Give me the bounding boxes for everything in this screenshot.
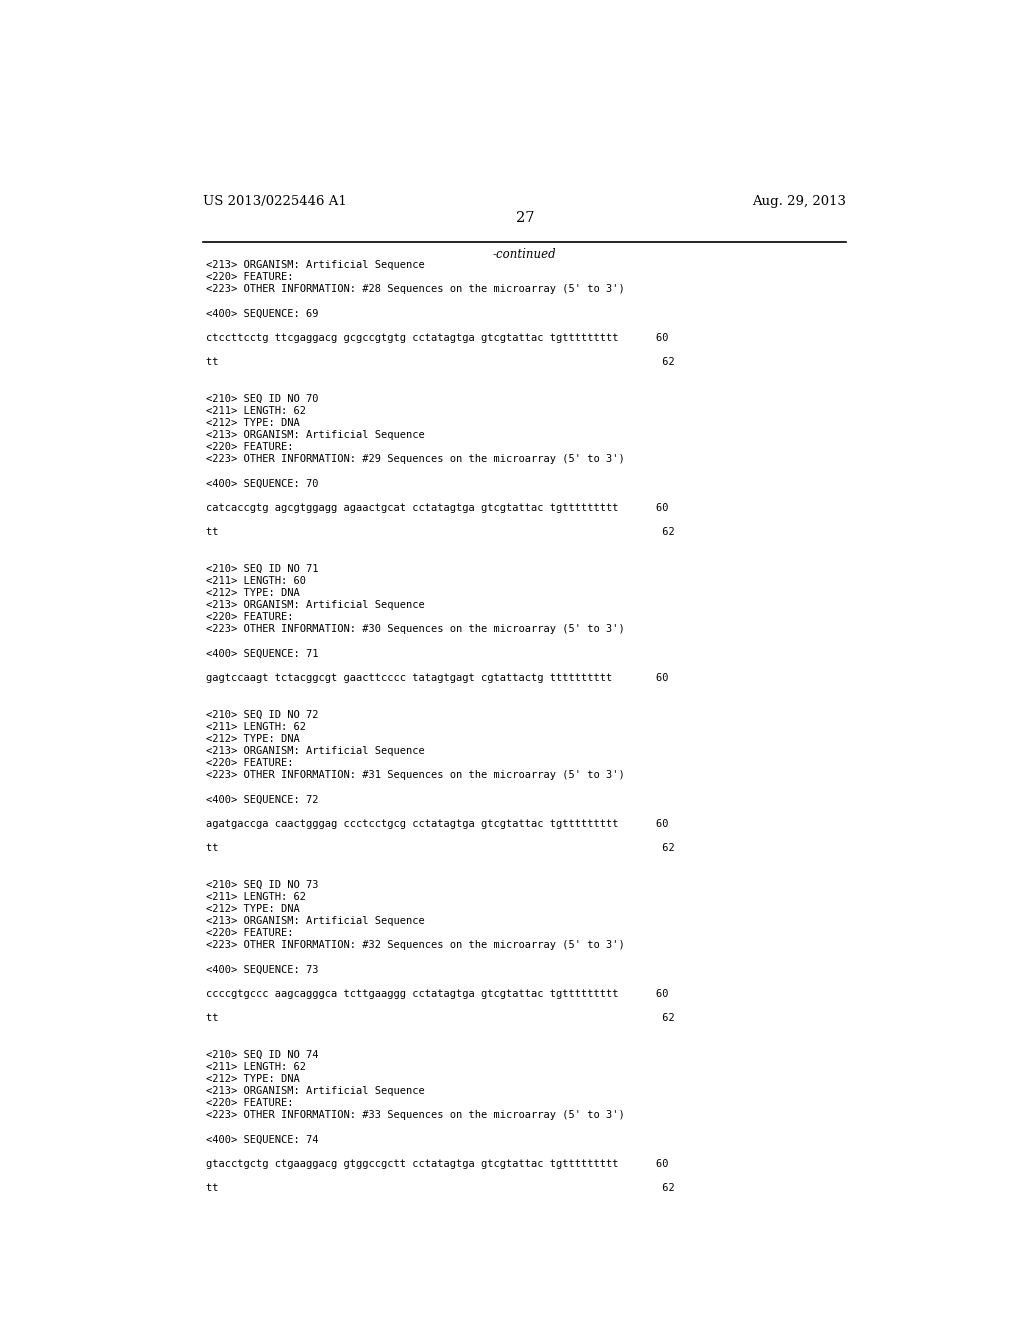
Text: <213> ORGANISM: Artificial Sequence: <213> ORGANISM: Artificial Sequence xyxy=(206,1086,425,1096)
Text: <213> ORGANISM: Artificial Sequence: <213> ORGANISM: Artificial Sequence xyxy=(206,430,425,440)
Text: <220> FEATURE:: <220> FEATURE: xyxy=(206,758,293,768)
Text: 27: 27 xyxy=(515,211,535,226)
Text: <223> OTHER INFORMATION: #32 Sequences on the microarray (5' to 3'): <223> OTHER INFORMATION: #32 Sequences o… xyxy=(206,940,625,950)
Text: <220> FEATURE:: <220> FEATURE: xyxy=(206,442,293,453)
Text: <210> SEQ ID NO 73: <210> SEQ ID NO 73 xyxy=(206,879,318,890)
Text: <223> OTHER INFORMATION: #31 Sequences on the microarray (5' to 3'): <223> OTHER INFORMATION: #31 Sequences o… xyxy=(206,770,625,780)
Text: tt                                                                       62: tt 62 xyxy=(206,1183,675,1193)
Text: tt                                                                       62: tt 62 xyxy=(206,358,675,367)
Text: <211> LENGTH: 60: <211> LENGTH: 60 xyxy=(206,576,306,586)
Text: <223> OTHER INFORMATION: #30 Sequences on the microarray (5' to 3'): <223> OTHER INFORMATION: #30 Sequences o… xyxy=(206,624,625,635)
Text: <220> FEATURE:: <220> FEATURE: xyxy=(206,612,293,622)
Text: <400> SEQUENCE: 74: <400> SEQUENCE: 74 xyxy=(206,1135,318,1144)
Text: <220> FEATURE:: <220> FEATURE: xyxy=(206,272,293,282)
Text: <212> TYPE: DNA: <212> TYPE: DNA xyxy=(206,587,300,598)
Text: -continued: -continued xyxy=(493,248,557,261)
Text: <220> FEATURE:: <220> FEATURE: xyxy=(206,1098,293,1107)
Text: <211> LENGTH: 62: <211> LENGTH: 62 xyxy=(206,891,306,902)
Text: <212> TYPE: DNA: <212> TYPE: DNA xyxy=(206,904,300,913)
Text: <400> SEQUENCE: 71: <400> SEQUENCE: 71 xyxy=(206,648,318,659)
Text: US 2013/0225446 A1: US 2013/0225446 A1 xyxy=(204,195,347,209)
Text: <213> ORGANISM: Artificial Sequence: <213> ORGANISM: Artificial Sequence xyxy=(206,260,425,271)
Text: <213> ORGANISM: Artificial Sequence: <213> ORGANISM: Artificial Sequence xyxy=(206,601,425,610)
Text: <211> LENGTH: 62: <211> LENGTH: 62 xyxy=(206,722,306,731)
Text: ccccgtgccc aagcagggca tcttgaaggg cctatagtga gtcgtattac tgttttttttt      60: ccccgtgccc aagcagggca tcttgaaggg cctatag… xyxy=(206,989,669,999)
Text: <212> TYPE: DNA: <212> TYPE: DNA xyxy=(206,1074,300,1084)
Text: <210> SEQ ID NO 70: <210> SEQ ID NO 70 xyxy=(206,393,318,404)
Text: <211> LENGTH: 62: <211> LENGTH: 62 xyxy=(206,1061,306,1072)
Text: <212> TYPE: DNA: <212> TYPE: DNA xyxy=(206,734,300,743)
Text: tt                                                                       62: tt 62 xyxy=(206,527,675,537)
Text: gtacctgctg ctgaaggacg gtggccgctt cctatagtga gtcgtattac tgttttttttt      60: gtacctgctg ctgaaggacg gtggccgctt cctatag… xyxy=(206,1159,669,1168)
Text: tt                                                                       62: tt 62 xyxy=(206,1012,675,1023)
Text: ctccttcctg ttcgaggacg gcgccgtgtg cctatagtga gtcgtattac tgttttttttt      60: ctccttcctg ttcgaggacg gcgccgtgtg cctatag… xyxy=(206,333,669,343)
Text: <210> SEQ ID NO 72: <210> SEQ ID NO 72 xyxy=(206,709,318,719)
Text: <223> OTHER INFORMATION: #33 Sequences on the microarray (5' to 3'): <223> OTHER INFORMATION: #33 Sequences o… xyxy=(206,1110,625,1121)
Text: <400> SEQUENCE: 73: <400> SEQUENCE: 73 xyxy=(206,965,318,974)
Text: catcaccgtg agcgtggagg agaactgcat cctatagtga gtcgtattac tgttttttttt      60: catcaccgtg agcgtggagg agaactgcat cctatag… xyxy=(206,503,669,513)
Text: <400> SEQUENCE: 69: <400> SEQUENCE: 69 xyxy=(206,309,318,318)
Text: <400> SEQUENCE: 70: <400> SEQUENCE: 70 xyxy=(206,479,318,488)
Text: <213> ORGANISM: Artificial Sequence: <213> ORGANISM: Artificial Sequence xyxy=(206,746,425,756)
Text: gagtccaagt tctacggcgt gaacttcccc tatagtgagt cgtattactg tttttttttt       60: gagtccaagt tctacggcgt gaacttcccc tatagtg… xyxy=(206,673,669,682)
Text: <210> SEQ ID NO 71: <210> SEQ ID NO 71 xyxy=(206,564,318,574)
Text: <212> TYPE: DNA: <212> TYPE: DNA xyxy=(206,418,300,428)
Text: <223> OTHER INFORMATION: #28 Sequences on the microarray (5' to 3'): <223> OTHER INFORMATION: #28 Sequences o… xyxy=(206,284,625,294)
Text: agatgaccga caactgggag ccctcctgcg cctatagtga gtcgtattac tgttttttttt      60: agatgaccga caactgggag ccctcctgcg cctatag… xyxy=(206,818,669,829)
Text: <211> LENGTH: 62: <211> LENGTH: 62 xyxy=(206,405,306,416)
Text: <210> SEQ ID NO 74: <210> SEQ ID NO 74 xyxy=(206,1049,318,1060)
Text: tt                                                                       62: tt 62 xyxy=(206,843,675,853)
Text: Aug. 29, 2013: Aug. 29, 2013 xyxy=(753,195,846,209)
Text: <400> SEQUENCE: 72: <400> SEQUENCE: 72 xyxy=(206,795,318,804)
Text: <213> ORGANISM: Artificial Sequence: <213> ORGANISM: Artificial Sequence xyxy=(206,916,425,925)
Text: <220> FEATURE:: <220> FEATURE: xyxy=(206,928,293,939)
Text: <223> OTHER INFORMATION: #29 Sequences on the microarray (5' to 3'): <223> OTHER INFORMATION: #29 Sequences o… xyxy=(206,454,625,465)
